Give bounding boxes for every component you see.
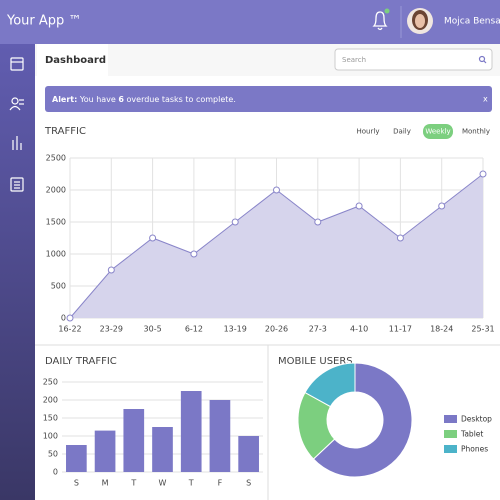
x-tick-label: T: [188, 479, 194, 488]
alert: [45, 86, 492, 112]
tab-label[interactable]: Dashboard: [45, 55, 106, 66]
point: [438, 202, 446, 210]
point: [107, 266, 115, 274]
bar: [123, 409, 145, 472]
point: [355, 202, 363, 210]
bar: [94, 430, 116, 472]
point: [149, 234, 157, 242]
point: [190, 250, 198, 258]
legend-label: Phones: [461, 445, 488, 454]
y-tick-label: 200: [43, 396, 58, 405]
x-tick-label: 16-22: [58, 325, 81, 334]
y-tick-label: 100: [43, 432, 58, 441]
legend-swatch: [444, 415, 457, 423]
bar: [238, 436, 259, 472]
legend-label: Tablet: [460, 430, 483, 439]
x-tick-label: M: [102, 479, 109, 488]
bar: [66, 445, 87, 472]
x-tick-label: 18-24: [430, 325, 453, 334]
x-tick-label: 20-26: [265, 325, 288, 334]
sidebar-icons[interactable]: [9, 57, 24, 192]
range-button[interactable]: Monthly: [462, 128, 490, 136]
range-button[interactable]: Weekly: [425, 128, 450, 136]
donut-segment: [312, 362, 413, 478]
sidebar: [0, 44, 35, 500]
app-name[interactable]: Your App ™: [6, 14, 81, 29]
y-tick-label: 250: [43, 378, 58, 387]
y-tick-label: 50: [48, 450, 58, 459]
x-tick-label: W: [159, 479, 167, 488]
bar: [209, 400, 231, 472]
x-tick-label: 13-19: [224, 325, 247, 334]
avatar[interactable]: [407, 8, 433, 34]
chart-title: MOBILE USERS: [278, 356, 353, 367]
x-tick-label: S: [74, 479, 79, 488]
x-tick-label: F: [218, 479, 223, 488]
y-tick-label: 1000: [46, 250, 66, 259]
point: [66, 314, 74, 322]
bell-icon[interactable]: [372, 11, 388, 31]
tab[interactable]: [37, 44, 108, 76]
y-tick-label: 150: [43, 414, 58, 423]
x-tick-label: 27-3: [309, 325, 327, 334]
x-tick-label: 6-12: [185, 325, 203, 334]
point: [273, 186, 280, 194]
legend-label: Desktop: [461, 415, 492, 424]
y-tick-label: 1500: [46, 218, 66, 227]
notification-dot: [384, 8, 390, 14]
alert-close[interactable]: x: [483, 95, 488, 104]
range-button-active[interactable]: [423, 124, 453, 139]
y-tick-label: 500: [51, 282, 66, 291]
y-tick-label: 2500: [46, 154, 66, 163]
point: [314, 218, 322, 226]
y-tick-label: 0: [53, 468, 58, 477]
x-tick-label: 23-29: [100, 325, 123, 334]
user-name[interactable]: Mojca Bensa: [444, 17, 500, 27]
x-tick-label: 4-10: [350, 325, 368, 334]
point: [479, 170, 487, 178]
y-tick-label: 0: [61, 314, 66, 323]
bar: [180, 391, 202, 472]
x-tick-label: 30-5: [144, 325, 162, 334]
point: [231, 218, 239, 226]
legend-swatch: [444, 430, 457, 438]
alert-text: Alert: You have 6 overdue tasks to compl…: [52, 95, 236, 104]
chart-title: TRAFFIC: [44, 126, 86, 137]
x-tick-label: T: [130, 479, 136, 488]
chart-title: DAILY TRAFFIC: [45, 356, 117, 367]
range-button[interactable]: Hourly: [357, 128, 380, 136]
range-button[interactable]: Daily: [393, 128, 411, 136]
y-tick-label: 2000: [46, 186, 66, 195]
legend-swatch: [444, 445, 457, 453]
search-placeholder: Search: [342, 56, 366, 64]
x-tick-label: S: [246, 479, 251, 488]
search-icon[interactable]: [478, 55, 487, 64]
search-box[interactable]: [334, 48, 493, 71]
area: [70, 174, 483, 318]
point: [396, 234, 404, 242]
donut-segment: [304, 362, 356, 408]
x-tick-label: 11-17: [389, 325, 412, 334]
bar: [152, 427, 173, 472]
x-tick-label: 25-31: [471, 325, 494, 334]
